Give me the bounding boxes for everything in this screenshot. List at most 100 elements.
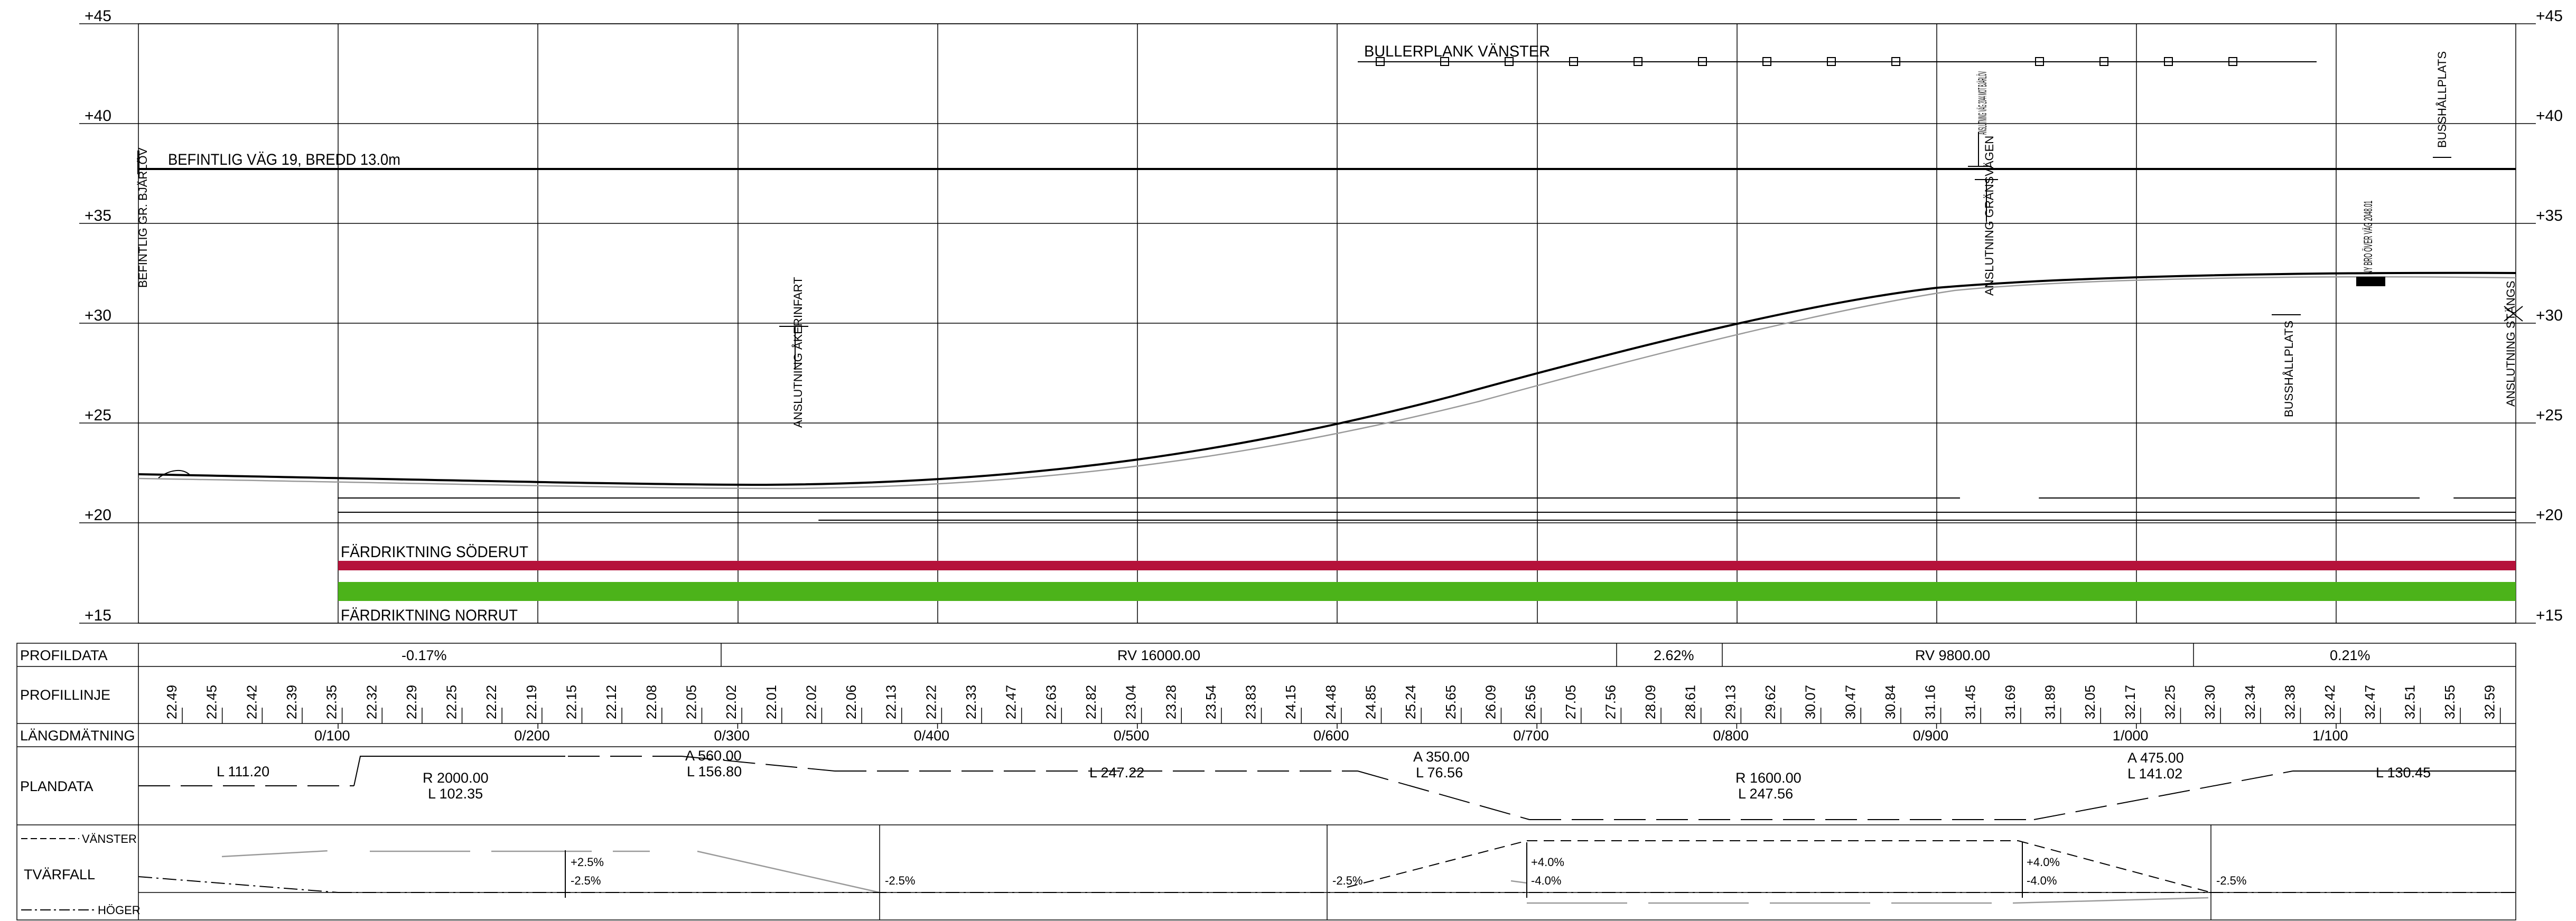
tvarfall-6: -4.0% [1531,874,1561,887]
elev-label-30-right: +30 [2536,307,2563,324]
direction-north-label: FÄRDRIKTNING NORRUT [341,607,518,624]
noise-barrier-label: BULLERPLANK VÄNSTER [1364,43,1550,60]
profillinje-value: 22.45 [204,685,220,719]
profillinje-value: 30.47 [1842,685,1858,719]
elev-label-25: +25 [85,407,111,424]
profillinje-value: 32.47 [2362,685,2378,719]
profillinje-value: 22.39 [284,685,300,719]
plandata-l2: L 156.80 [687,764,742,779]
data-table: PROFILDATA PROFILLINJE LÄNGDMÄTNING PLAN… [16,643,2516,920]
profillinje-value: 32.05 [2082,685,2098,719]
profillinje-value: 23.04 [1123,685,1139,719]
tvarfall-4: -2.5% [1332,874,1362,887]
profillinje-value: 22.02 [803,685,819,719]
profillinje-value: 22.47 [1003,685,1019,719]
elev-label-40-right: +40 [2536,107,2563,125]
profillinje-value: 22.19 [524,685,539,719]
station-label: 0/500 [1114,728,1150,744]
elev-label-20: +20 [85,506,111,524]
legend-vanster: VÄNSTER [82,832,137,845]
profillinje-value: 23.28 [1163,685,1179,719]
elev-label-45-right: +45 [2536,7,2563,25]
profillinje-value: 22.22 [483,685,499,719]
tvarfall-9: -2.5% [2216,874,2246,887]
profillinje-value: 28.61 [1683,685,1698,719]
profillinje-value: 22.12 [603,685,619,719]
profillinje-value: 24.15 [1283,685,1299,719]
plandata-l4: L 76.56 [1416,765,1463,781]
profildata-grade-2: 2.62% [1654,647,1694,663]
profillinje-value: 26.09 [1482,685,1498,719]
profillinje-value: 22.82 [1083,685,1099,719]
existing-road: BEFINTLIG VÄG 19, BREDD 13.0m BEFINTLIG … [136,147,2516,288]
station-label: 0/300 [714,728,750,744]
elev-label-45: +45 [85,7,111,25]
profillinje-value: 29.62 [1762,685,1778,719]
profillinje-value: 32.17 [2122,685,2138,719]
station-label: 0/700 [1513,728,1549,744]
profillinje-value: 32.38 [2282,685,2298,719]
profillinje-value: 27.05 [1563,685,1579,719]
profillinje-value: 22.13 [883,685,899,719]
tvarfall-2: -2.5% [571,874,601,887]
plandata-a2: A 350.00 [1413,749,1470,765]
elevation-labels-right: +45 +40 +35 +30 +25 +20 +15 [2536,7,2563,624]
profile-grid [79,23,2536,624]
plandata-a3: A 475.00 [2127,750,2184,766]
design-profile-line [138,271,2516,486]
station-label: 0/900 [1913,728,1949,744]
station-label: 0/800 [1713,728,1749,744]
station-label: 1/000 [2113,728,2149,744]
existing-road-label: BEFINTLIG VÄG 19, BREDD 13.0m [168,151,400,168]
tvarfall-8: -4.0% [2027,874,2057,887]
profillinje-value: 22.42 [244,685,259,719]
profildata-grade-3: 0.21% [2330,647,2370,663]
elev-label-15-right: +15 [2536,607,2563,624]
row-label-profildata: PROFILDATA [20,647,108,663]
direction-bands: FÄRDRIKTNING SÖDERUT FÄRDRIKTNING NORRUT [338,543,2516,624]
northbound-band [338,582,2516,601]
profillinje-value: 22.29 [404,685,419,719]
row-label-langdmatning: LÄNGDMÄTNING [20,728,135,744]
profillinje-value: 30.84 [1882,685,1898,719]
elev-label-40: +40 [85,107,111,125]
station-label: 0/100 [314,728,350,744]
profillinje-value: 28.09 [1642,685,1658,719]
connection-gransvagen-label: ANSLUTNING GRÄNSVÄGEN [1983,136,1996,296]
elev-label-15: +15 [85,607,111,624]
row-label-plandata: PLANDATA [20,778,94,794]
profillinje-value: 22.25 [444,685,460,719]
plandata-r2: R 1600.00 [1735,770,1802,786]
profillinje-value: 31.45 [1962,685,1978,719]
elev-label-35: +35 [85,207,111,224]
profillinje-value: 32.51 [2402,685,2418,719]
profillinje-value: 22.22 [923,685,939,719]
profillinje-value: 22.06 [843,685,859,719]
profillinje-value: 22.08 [643,685,659,719]
profillinje-value: 32.42 [2322,685,2338,719]
elevation-labels-left: +45 +40 +35 +30 +25 +20 +15 [85,7,111,624]
new-bridge-label: NY BRO ÖVER VÄG 2048.01 [2362,201,2375,275]
plandata-lines [138,756,2516,820]
plandata-l5: L 247.56 [1738,786,1793,802]
profillinje-value: 22.35 [324,685,340,719]
plandata-a1: A 560.00 [685,748,742,764]
noise-barrier: BULLERPLANK VÄNSTER [1358,43,2317,66]
profillinje-value: 32.25 [2162,685,2178,719]
existing-road-left-label: BEFINTLIG GR. BJÄRLÖV [136,147,150,288]
profildata-grade-1: -0.17% [402,647,447,663]
row-label-tvarfall: TVÄRFALL [24,867,95,882]
station-label: 0/200 [514,728,550,744]
plandata-l6: L 141.02 [2127,766,2182,782]
elev-label-25-right: +25 [2536,407,2563,424]
tvarfall-lines [138,825,2516,920]
southbound-band [338,561,2516,570]
tvarfall-7: +4.0% [2027,856,2060,869]
profile-lines [138,271,2516,490]
profillinje-value: 22.01 [763,685,779,719]
station-label: 0/400 [914,728,950,744]
dotted-lines [338,497,2516,521]
profillinje-value: 32.30 [2202,685,2218,719]
station-labels: 0/100 0/200 0/300 0/400 0/500 0/600 0/700 0/800… [314,723,2348,744]
